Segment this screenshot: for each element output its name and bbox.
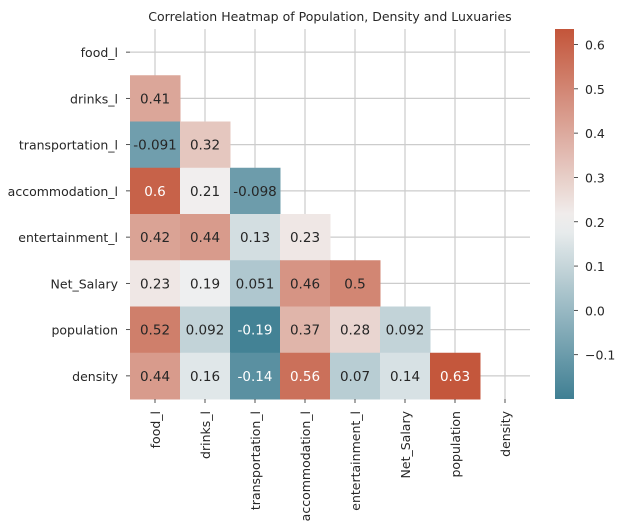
heatmap-cell — [230, 306, 281, 354]
colorbar-tick-label: 0.1 — [585, 259, 605, 274]
cell-value-label: 0.23 — [140, 276, 170, 292]
heatmap-cell — [180, 306, 231, 354]
colorbar-tick-label: 0.6 — [585, 38, 605, 53]
heatmap-cell — [330, 260, 381, 307]
row-label: population — [51, 323, 118, 338]
heatmap-cells: 0.41 -0.091 0.32 0.6 0.21 -0.098 0.42 0.44 0.13 0… — [130, 75, 481, 400]
heatmap-cell — [380, 352, 431, 400]
column-label: density — [498, 410, 513, 456]
cell-value-label: 0.16 — [190, 369, 220, 385]
heatmap-cell — [280, 306, 331, 354]
heatmap-cell — [180, 214, 231, 261]
row-label: density — [72, 369, 118, 384]
cell-value-label: 0.41 — [140, 91, 170, 107]
cell-value-label: 0.63 — [440, 369, 470, 385]
heatmap-cell — [180, 167, 231, 215]
cell-value-label: 0.092 — [186, 323, 225, 339]
heatmap-cell — [130, 260, 181, 307]
cell-value-label: 0.19 — [190, 276, 220, 292]
cell-value-label: -0.14 — [238, 369, 273, 385]
heatmap-cell — [180, 260, 231, 307]
cell-value-label: 0.52 — [140, 323, 170, 339]
row-labels: food_l drinks_l transportation_l accommodat… — [8, 45, 130, 384]
row-label: drinks_l — [70, 91, 118, 106]
colorbar-gradient — [555, 29, 574, 399]
row-label: Net_Salary — [51, 276, 119, 291]
cell-value-label: 0.07 — [340, 369, 370, 385]
colorbar-tick-label: 0.4 — [585, 126, 605, 141]
column-label: Net_Salary — [398, 410, 413, 478]
column-labels: food_l drinks_l transportation_l accommodat… — [148, 399, 513, 521]
colorbar-tick-label: 0.5 — [585, 82, 605, 97]
column-label: drinks_l — [198, 411, 213, 459]
colorbar-tick-label: 0.2 — [585, 215, 605, 230]
colorbar-tick-label: 0.3 — [585, 170, 605, 185]
heatmap-cell — [130, 352, 181, 400]
heatmap-cell — [330, 352, 381, 400]
colorbar: −0.1 0.0 0.1 0.2 0.3 0.4 0.5 0.6 — [555, 29, 615, 399]
heatmap-cell — [230, 214, 281, 261]
heatmap-cell — [230, 260, 281, 307]
heatmap-cell — [280, 214, 331, 261]
cell-value-label: 0.14 — [390, 369, 420, 385]
cell-value-label: -0.091 — [133, 138, 177, 154]
heatmap-cell — [430, 352, 481, 400]
cell-value-label: 0.23 — [290, 230, 320, 246]
chart-title: Correlation Heatmap of Population, Densi… — [148, 9, 511, 24]
heatmap-cell — [130, 121, 181, 169]
cell-value-label: 0.44 — [140, 369, 170, 385]
column-label: entertainment_l — [348, 411, 363, 511]
cell-value-label: 0.32 — [190, 138, 220, 154]
cell-value-label: 0.13 — [240, 230, 270, 246]
cell-value-label: 0.56 — [290, 369, 320, 385]
colorbar-tick-label: 0.0 — [585, 303, 605, 318]
column-label: population — [448, 411, 463, 478]
heatmap-cell — [280, 352, 331, 400]
cell-value-label: 0.5 — [344, 276, 365, 292]
heatmap-cell — [130, 214, 181, 261]
heatmap-cell — [180, 352, 231, 400]
heatmap-cell — [230, 167, 281, 215]
column-label: transportation_l — [248, 411, 263, 510]
heatmap-cell — [380, 306, 431, 354]
cell-value-label: 0.42 — [140, 230, 170, 246]
column-label: food_l — [148, 411, 163, 448]
cell-value-label: 0.051 — [236, 276, 275, 292]
heatmap-cell — [130, 75, 181, 122]
heatmap-cell — [130, 306, 181, 354]
colorbar-tick-label: −0.1 — [585, 348, 615, 363]
row-label: entertainment_l — [18, 230, 118, 245]
cell-value-label: -0.19 — [238, 323, 273, 339]
cell-value-label: 0.21 — [190, 184, 220, 200]
cell-value-label: 0.37 — [290, 323, 320, 339]
row-label: transportation_l — [19, 138, 118, 153]
cell-value-label: -0.098 — [233, 184, 277, 200]
heatmap-cell — [130, 167, 181, 215]
heatmap-cell — [230, 352, 281, 400]
cell-value-label: 0.6 — [144, 184, 165, 200]
heatmap-cell — [180, 121, 231, 169]
cell-value-label: 0.46 — [290, 276, 320, 292]
heatmap-cell — [330, 306, 381, 354]
cell-value-label: 0.44 — [190, 230, 220, 246]
heatmap-cell — [280, 260, 331, 307]
row-label: accommodation_l — [8, 184, 118, 199]
row-label: food_l — [81, 45, 118, 60]
cell-value-label: 0.28 — [340, 323, 370, 339]
cell-value-label: 0.092 — [386, 323, 425, 339]
column-label: accommodation_l — [298, 411, 313, 521]
